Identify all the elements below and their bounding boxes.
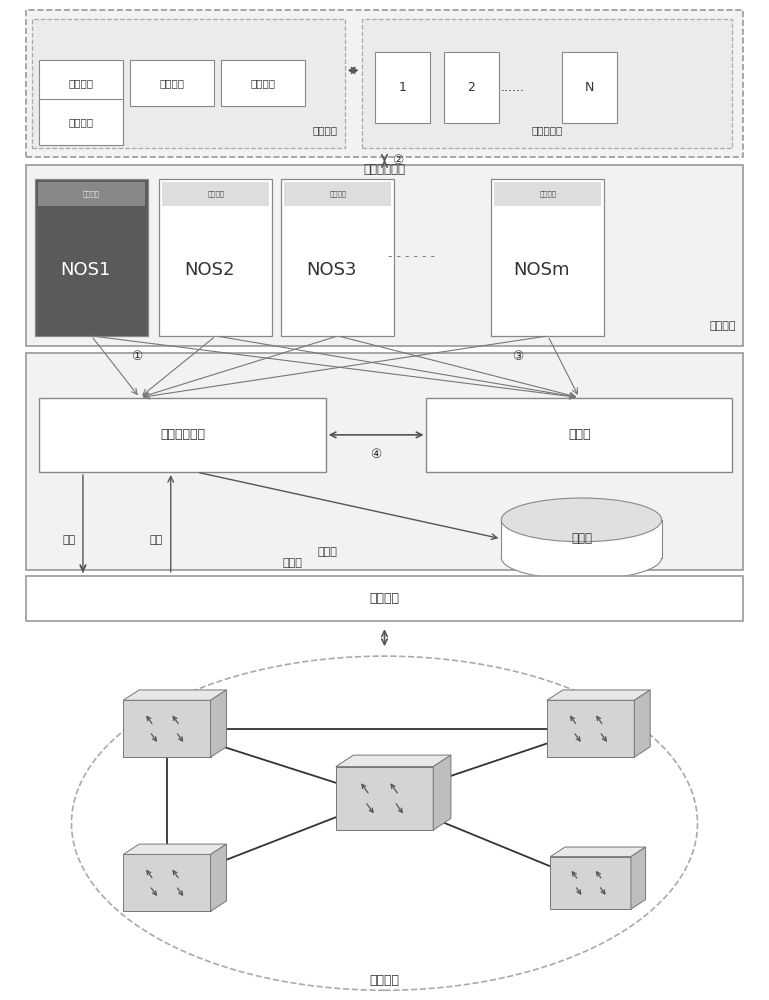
Text: 拟态层: 拟态层 [317, 547, 337, 557]
Polygon shape [547, 690, 650, 700]
Polygon shape [336, 755, 451, 767]
Polygon shape [631, 847, 646, 909]
Text: 变体调度: 变体调度 [160, 78, 185, 88]
Text: NOS2: NOS2 [185, 261, 235, 279]
Text: 输入输出代理: 输入输出代理 [160, 428, 205, 441]
FancyBboxPatch shape [375, 52, 431, 123]
Polygon shape [123, 690, 226, 700]
FancyBboxPatch shape [35, 179, 148, 336]
Text: NOS1: NOS1 [60, 261, 111, 279]
Text: 输入: 输入 [62, 535, 75, 545]
Text: ①: ① [131, 350, 143, 363]
FancyBboxPatch shape [159, 179, 272, 336]
Polygon shape [211, 690, 226, 757]
Polygon shape [123, 700, 211, 757]
Ellipse shape [72, 656, 697, 990]
Text: 监控代理: 监控代理 [208, 190, 225, 197]
Polygon shape [123, 844, 226, 854]
Text: 输出: 输出 [150, 535, 163, 545]
FancyBboxPatch shape [221, 60, 305, 106]
Text: ②: ② [393, 154, 404, 167]
Text: - - - - - -: - - - - - - [388, 250, 434, 263]
Ellipse shape [501, 536, 661, 580]
Polygon shape [551, 847, 646, 857]
FancyBboxPatch shape [25, 165, 744, 346]
Text: 数据平面: 数据平面 [369, 974, 400, 987]
Text: NOSm: NOSm [514, 261, 570, 279]
Polygon shape [551, 857, 631, 909]
FancyBboxPatch shape [38, 182, 145, 206]
FancyBboxPatch shape [39, 398, 326, 472]
Text: 监控代理: 监控代理 [329, 190, 346, 197]
Text: N: N [584, 81, 594, 94]
Polygon shape [433, 755, 451, 830]
Text: 变体监控: 变体监控 [69, 117, 94, 127]
FancyBboxPatch shape [444, 52, 499, 123]
Text: 2: 2 [468, 81, 475, 94]
FancyBboxPatch shape [561, 52, 617, 123]
Text: 拟态层: 拟态层 [283, 558, 303, 568]
FancyBboxPatch shape [25, 10, 744, 157]
FancyBboxPatch shape [39, 60, 123, 106]
Text: ③: ③ [511, 350, 523, 363]
FancyBboxPatch shape [491, 179, 604, 336]
Polygon shape [336, 767, 433, 830]
FancyBboxPatch shape [427, 398, 732, 472]
Text: 状态池: 状态池 [571, 532, 592, 545]
Text: 控制器层: 控制器层 [709, 321, 736, 331]
Text: 变体管理单元: 变体管理单元 [364, 163, 405, 176]
FancyBboxPatch shape [501, 520, 661, 558]
Text: 裁决器: 裁决器 [568, 428, 591, 441]
FancyBboxPatch shape [32, 19, 345, 148]
Text: 变体清洗: 变体清洗 [69, 78, 94, 88]
Text: NOS3: NOS3 [307, 261, 357, 279]
Text: 监控代理: 监控代理 [539, 190, 557, 197]
Text: 变体管理: 变体管理 [312, 125, 337, 135]
FancyBboxPatch shape [25, 576, 744, 621]
Polygon shape [547, 700, 634, 757]
FancyBboxPatch shape [494, 182, 601, 206]
Text: 模板管理: 模板管理 [251, 78, 275, 88]
Polygon shape [123, 854, 211, 911]
FancyBboxPatch shape [39, 99, 123, 145]
Polygon shape [634, 690, 650, 757]
Polygon shape [211, 844, 226, 911]
FancyBboxPatch shape [162, 182, 269, 206]
FancyBboxPatch shape [25, 353, 744, 570]
Ellipse shape [501, 498, 661, 542]
Text: 1: 1 [399, 81, 407, 94]
Text: ④: ④ [371, 448, 381, 461]
Text: 监控代理: 监控代理 [83, 190, 100, 197]
FancyBboxPatch shape [361, 19, 732, 148]
FancyBboxPatch shape [130, 60, 215, 106]
Text: 南向接口: 南向接口 [369, 592, 400, 605]
FancyBboxPatch shape [285, 182, 391, 206]
Text: ......: ...... [501, 81, 524, 94]
Text: 变体模板池: 变体模板池 [531, 125, 562, 135]
FancyBboxPatch shape [281, 179, 394, 336]
